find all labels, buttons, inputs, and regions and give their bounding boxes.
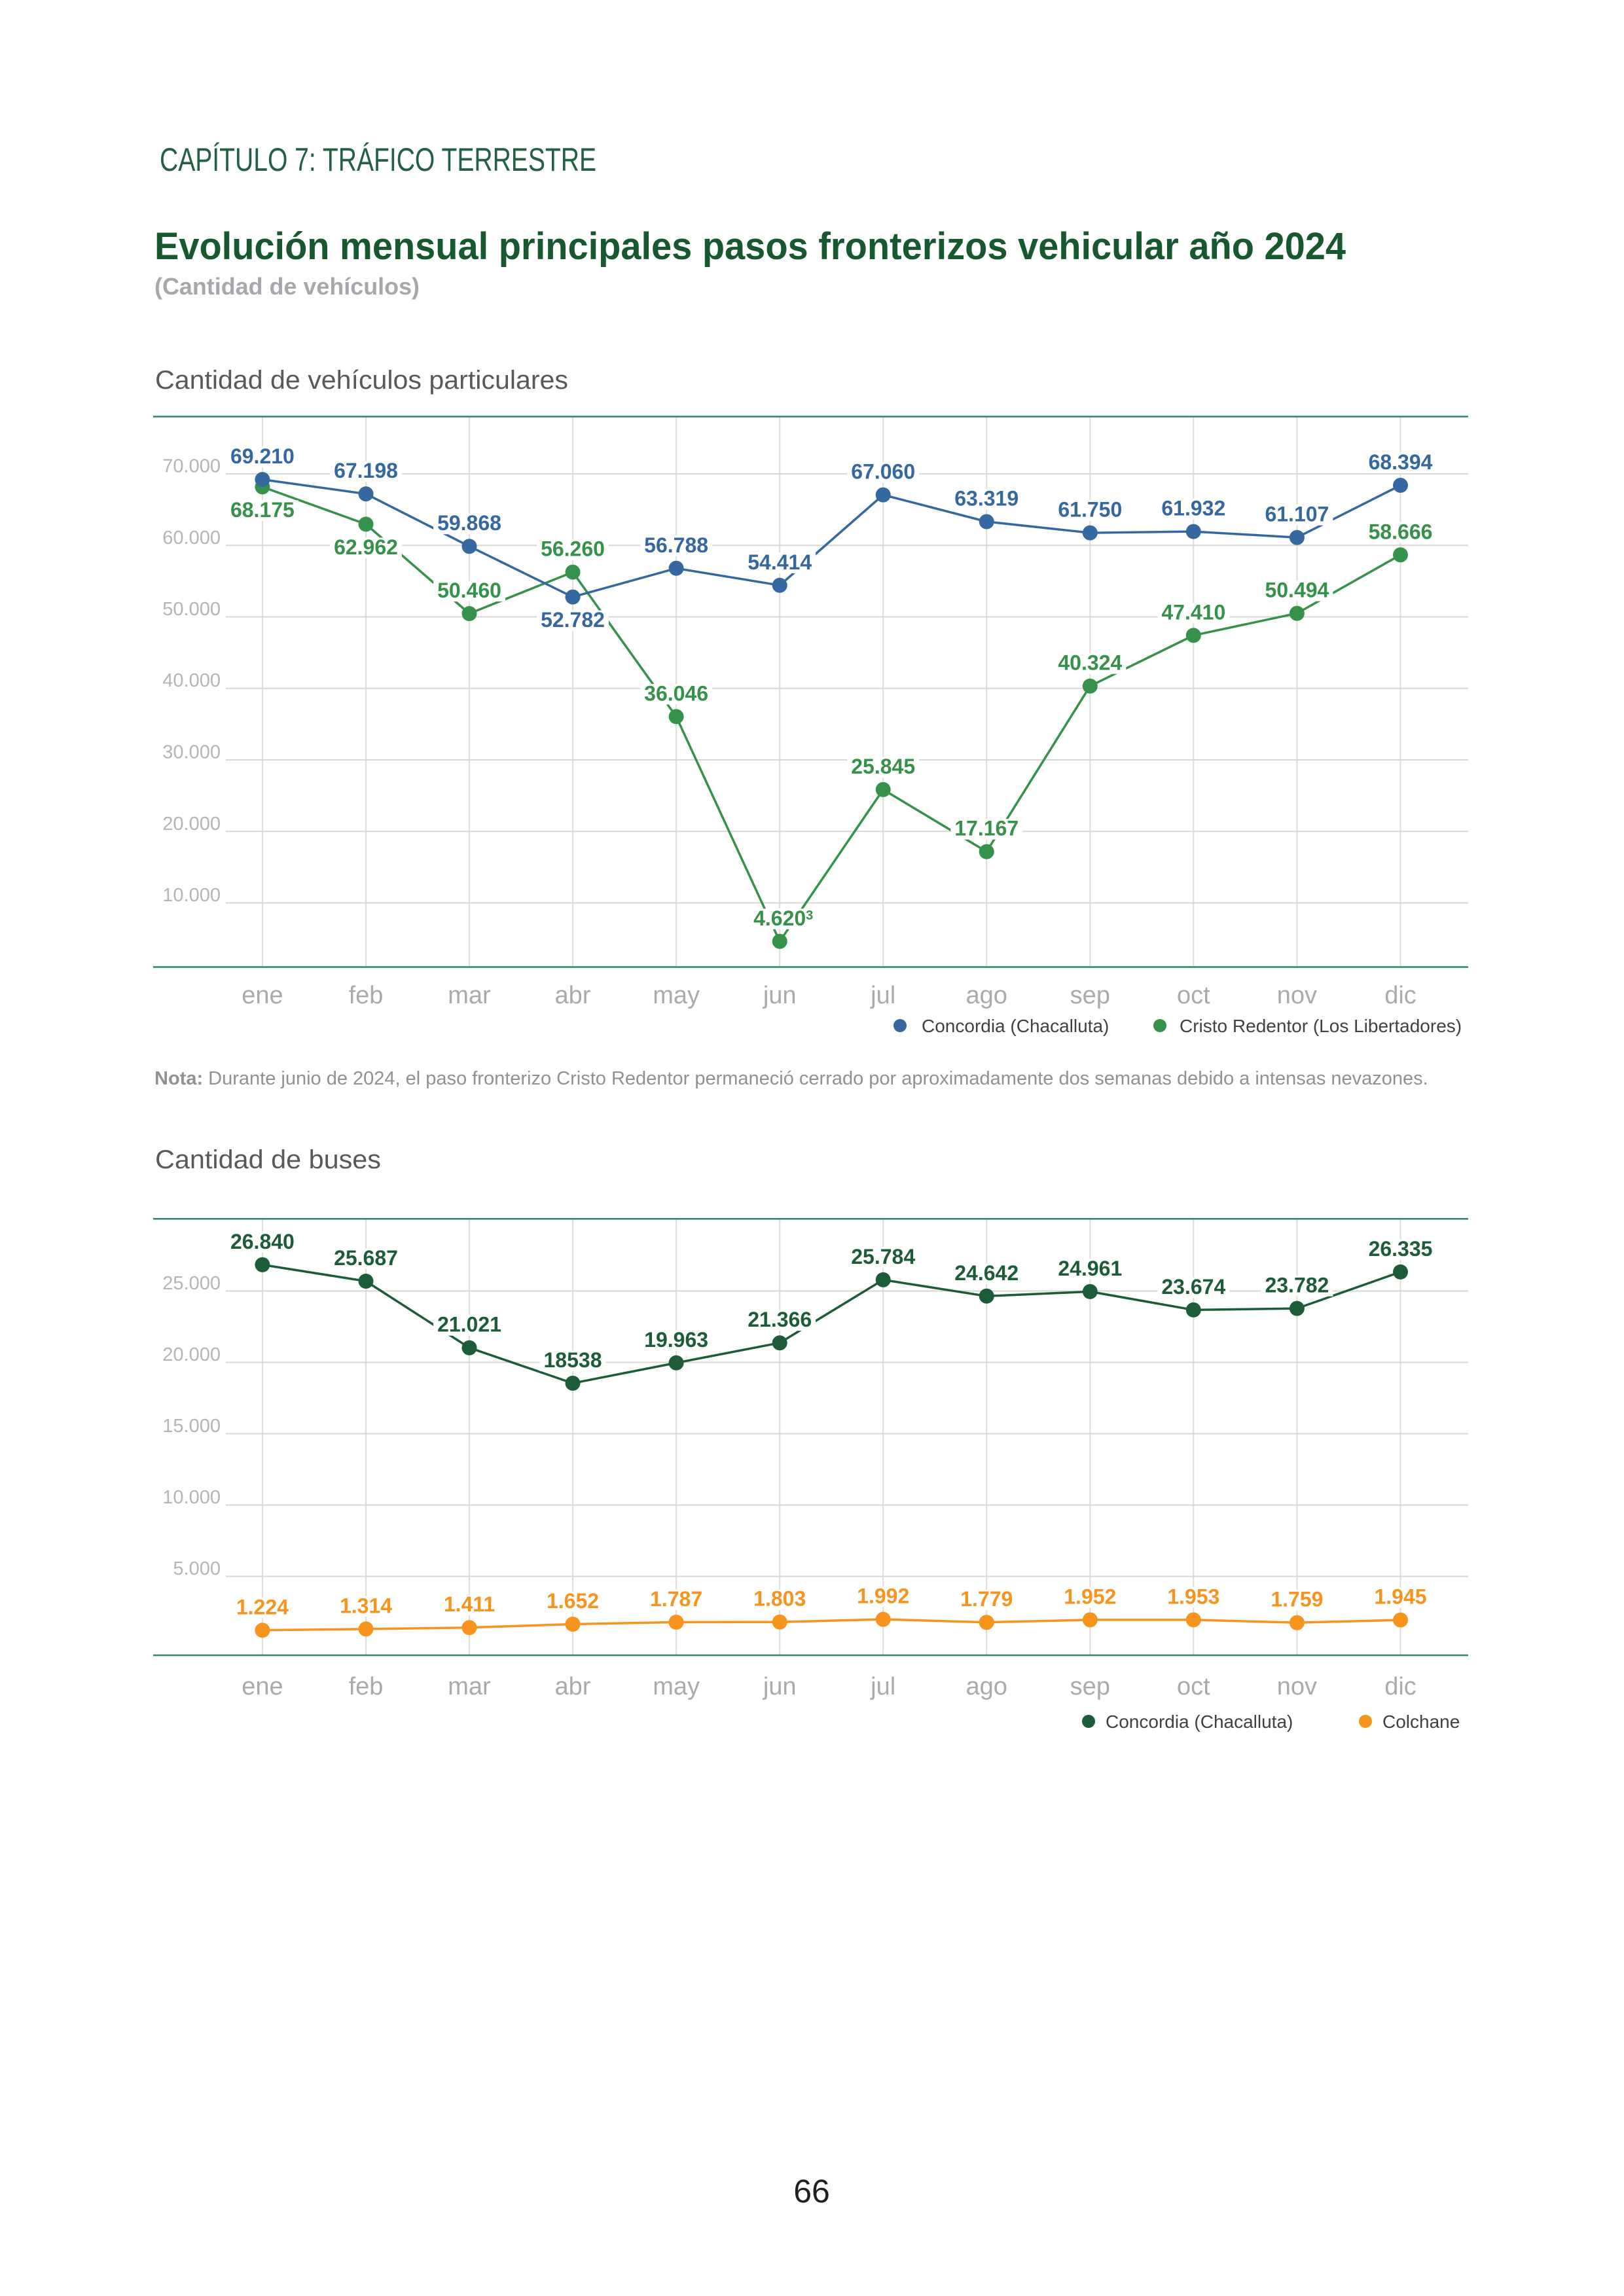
svg-text:nov: nov bbox=[1277, 1673, 1317, 1700]
svg-text:26.335: 26.335 bbox=[1369, 1237, 1433, 1261]
svg-text:nov: nov bbox=[1277, 982, 1317, 1009]
svg-text:may: may bbox=[653, 1673, 700, 1700]
svg-text:25.687: 25.687 bbox=[334, 1246, 398, 1270]
svg-text:1.992: 1.992 bbox=[857, 1585, 909, 1608]
svg-text:CAPÍTULO 7: TRÁFICO TERRESTRE: CAPÍTULO 7: TRÁFICO TERRESTRE bbox=[160, 141, 596, 178]
svg-text:50.000: 50.000 bbox=[162, 599, 221, 620]
svg-text:ene: ene bbox=[242, 982, 283, 1009]
svg-text:61.750: 61.750 bbox=[1058, 498, 1122, 522]
svg-text:21.021: 21.021 bbox=[437, 1313, 501, 1336]
svg-text:68.175: 68.175 bbox=[230, 498, 295, 522]
svg-text:63.319: 63.319 bbox=[954, 487, 1019, 511]
svg-text:17.167: 17.167 bbox=[954, 817, 1019, 840]
svg-text:54.414: 54.414 bbox=[748, 550, 812, 574]
svg-text:may: may bbox=[653, 982, 700, 1009]
svg-text:1.779: 1.779 bbox=[960, 1587, 1013, 1611]
svg-text:66: 66 bbox=[793, 2173, 830, 2210]
svg-text:69.210: 69.210 bbox=[230, 444, 295, 468]
svg-text:61.107: 61.107 bbox=[1265, 503, 1329, 526]
svg-text:1.411: 1.411 bbox=[444, 1592, 495, 1616]
svg-text:4.6203: 4.6203 bbox=[753, 906, 813, 930]
svg-text:mar: mar bbox=[448, 982, 491, 1009]
svg-text:jul: jul bbox=[870, 982, 895, 1009]
svg-text:26.840: 26.840 bbox=[230, 1230, 295, 1253]
svg-text:67.060: 67.060 bbox=[851, 460, 915, 484]
svg-text:23.782: 23.782 bbox=[1265, 1274, 1329, 1297]
svg-text:56.788: 56.788 bbox=[644, 533, 708, 557]
svg-text:Cantidad de buses: Cantidad de buses bbox=[155, 1145, 381, 1174]
svg-text:5.000: 5.000 bbox=[173, 1558, 221, 1579]
svg-text:sep: sep bbox=[1070, 1673, 1110, 1700]
svg-text:20.000: 20.000 bbox=[162, 1344, 221, 1365]
svg-text:19.963: 19.963 bbox=[644, 1328, 708, 1352]
svg-text:10.000: 10.000 bbox=[162, 885, 221, 906]
svg-text:25.000: 25.000 bbox=[162, 1273, 221, 1294]
svg-text:feb: feb bbox=[349, 982, 384, 1009]
svg-text:1.952: 1.952 bbox=[1064, 1585, 1116, 1608]
svg-text:15.000: 15.000 bbox=[162, 1416, 221, 1437]
svg-text:1.759: 1.759 bbox=[1271, 1588, 1323, 1611]
svg-text:20.000: 20.000 bbox=[162, 814, 221, 834]
svg-text:(Cantidad de vehículos): (Cantidad de vehículos) bbox=[154, 273, 420, 300]
svg-text:50.460: 50.460 bbox=[437, 579, 501, 602]
svg-text:oct: oct bbox=[1177, 1673, 1210, 1700]
svg-text:58.666: 58.666 bbox=[1369, 520, 1433, 543]
svg-text:1.953: 1.953 bbox=[1167, 1585, 1219, 1608]
svg-text:68.394: 68.394 bbox=[1369, 450, 1433, 474]
svg-text:67.198: 67.198 bbox=[334, 459, 398, 482]
svg-text:1.224: 1.224 bbox=[236, 1595, 289, 1619]
svg-text:30.000: 30.000 bbox=[162, 742, 221, 763]
svg-text:62.962: 62.962 bbox=[334, 535, 398, 559]
svg-text:jul: jul bbox=[870, 1673, 895, 1700]
svg-text:40.324: 40.324 bbox=[1058, 651, 1122, 675]
svg-text:Cantidad de vehículos particul: Cantidad de vehículos particulares bbox=[155, 366, 568, 395]
svg-text:24.642: 24.642 bbox=[954, 1261, 1019, 1285]
svg-text:Concordia (Chacalluta): Concordia (Chacalluta) bbox=[1106, 1712, 1293, 1732]
svg-text:Concordia (Chacalluta): Concordia (Chacalluta) bbox=[922, 1016, 1109, 1036]
svg-text:dic: dic bbox=[1384, 982, 1416, 1009]
svg-text:52.782: 52.782 bbox=[541, 608, 605, 632]
svg-text:1.652: 1.652 bbox=[547, 1589, 599, 1613]
svg-text:40.000: 40.000 bbox=[162, 670, 221, 691]
svg-text:abr: abr bbox=[555, 1673, 591, 1700]
svg-text:47.410: 47.410 bbox=[1161, 600, 1225, 624]
svg-text:21.366: 21.366 bbox=[748, 1308, 812, 1331]
svg-text:mar: mar bbox=[448, 1673, 491, 1700]
svg-text:jun: jun bbox=[763, 982, 797, 1009]
svg-text:Nota: Durante junio de 2024, e: Nota: Durante junio de 2024, el paso fro… bbox=[154, 1068, 1428, 1089]
svg-text:10.000: 10.000 bbox=[162, 1487, 221, 1508]
svg-text:1.314: 1.314 bbox=[340, 1594, 392, 1617]
svg-text:1.945: 1.945 bbox=[1374, 1585, 1426, 1609]
svg-text:dic: dic bbox=[1384, 1673, 1416, 1700]
svg-text:70.000: 70.000 bbox=[162, 456, 221, 477]
svg-text:feb: feb bbox=[349, 1673, 384, 1700]
svg-text:25.845: 25.845 bbox=[851, 755, 915, 778]
svg-text:36.046: 36.046 bbox=[644, 681, 708, 705]
svg-text:24.961: 24.961 bbox=[1058, 1257, 1122, 1280]
svg-text:Cristo Redentor (Los Libertado: Cristo Redentor (Los Libertadores) bbox=[1180, 1016, 1462, 1036]
svg-text:oct: oct bbox=[1177, 982, 1210, 1009]
svg-text:ago: ago bbox=[965, 1673, 1007, 1700]
svg-text:18538: 18538 bbox=[544, 1348, 602, 1372]
svg-text:jun: jun bbox=[763, 1673, 797, 1700]
svg-text:ene: ene bbox=[242, 1673, 283, 1700]
svg-text:Evolución mensual principales: Evolución mensual principales pasos fron… bbox=[154, 225, 1346, 268]
svg-text:60.000: 60.000 bbox=[162, 528, 221, 548]
svg-text:abr: abr bbox=[555, 982, 591, 1009]
svg-text:25.784: 25.784 bbox=[851, 1245, 915, 1268]
svg-text:1.787: 1.787 bbox=[650, 1587, 702, 1611]
svg-text:56.260: 56.260 bbox=[541, 537, 605, 561]
svg-text:1.803: 1.803 bbox=[753, 1587, 806, 1611]
svg-text:59.868: 59.868 bbox=[437, 511, 501, 535]
svg-text:sep: sep bbox=[1070, 982, 1110, 1009]
svg-text:Colchane: Colchane bbox=[1382, 1712, 1460, 1732]
svg-text:50.494: 50.494 bbox=[1265, 579, 1329, 602]
svg-text:23.674: 23.674 bbox=[1161, 1275, 1225, 1299]
svg-text:61.932: 61.932 bbox=[1161, 497, 1225, 520]
svg-text:ago: ago bbox=[965, 982, 1007, 1009]
